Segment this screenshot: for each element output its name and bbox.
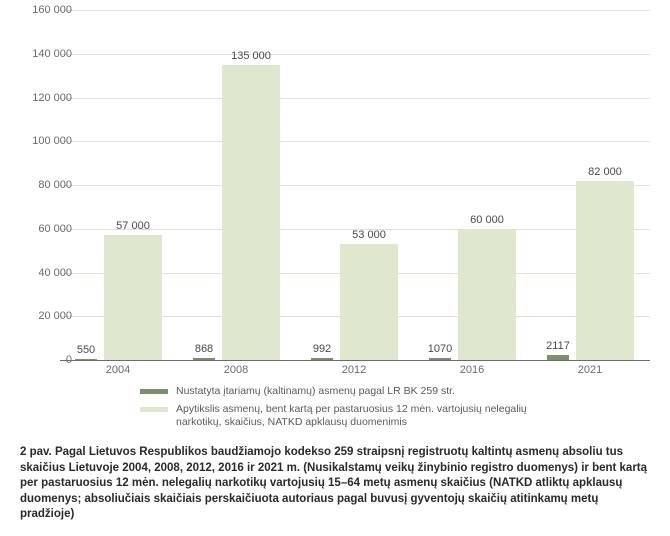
x-tick-label: 2016 bbox=[460, 364, 484, 376]
legend: Nustatyta įtariamų (kaltinamų) asmenų pa… bbox=[140, 385, 570, 434]
figure-caption: 2 pav. Pagal Lietuvos Respublikos baudži… bbox=[20, 445, 650, 523]
bar-series-b bbox=[458, 229, 516, 360]
bar-group: 1070 60 000 bbox=[424, 10, 526, 360]
bar-value-label: 550 bbox=[77, 344, 95, 356]
bar-series-a bbox=[311, 358, 333, 360]
chart-plot-area: 55057 0002004868135 000200899253 0002012… bbox=[60, 10, 650, 360]
bar-group: 992 53 000 bbox=[306, 10, 408, 360]
y-tick-label: 20 000 bbox=[17, 310, 72, 322]
bar-series-b bbox=[222, 65, 280, 360]
bar-series-a bbox=[429, 358, 451, 360]
bar-value-label: 135 000 bbox=[231, 50, 271, 62]
y-tick-label: 40 000 bbox=[17, 267, 72, 279]
bar-series-a bbox=[75, 359, 97, 360]
bar-series-b bbox=[340, 244, 398, 360]
bar-value-label: 53 000 bbox=[352, 229, 386, 241]
legend-swatch-a bbox=[140, 389, 168, 394]
y-tick-label: 100 000 bbox=[17, 135, 72, 147]
x-tick-label: 2021 bbox=[578, 364, 602, 376]
y-tick-label: 0 bbox=[17, 354, 72, 366]
bar-series-a bbox=[547, 355, 569, 360]
x-tick-label: 2008 bbox=[224, 364, 248, 376]
y-tick-label: 120 000 bbox=[17, 92, 72, 104]
bar-group: 2117 82 000 bbox=[542, 10, 644, 360]
y-tick-label: 160 000 bbox=[17, 4, 72, 16]
bar-value-label: 1070 bbox=[428, 343, 452, 355]
y-tick-label: 140 000 bbox=[17, 48, 72, 60]
x-tick-label: 2012 bbox=[342, 364, 366, 376]
bar-value-label: 57 000 bbox=[116, 220, 150, 232]
bar-value-label: 2117 bbox=[546, 340, 570, 352]
legend-label-b: Apytikslis asmenų, bent kartą per pastar… bbox=[176, 403, 570, 429]
legend-swatch-b bbox=[140, 407, 168, 412]
bar-series-b bbox=[576, 181, 634, 360]
bar-group: 868 135 000 bbox=[188, 10, 290, 360]
bar-value-label: 992 bbox=[313, 343, 331, 355]
x-axis-line bbox=[60, 360, 650, 361]
legend-item-a: Nustatyta įtariamų (kaltinamų) asmenų pa… bbox=[140, 385, 570, 398]
bar-series-a bbox=[193, 358, 215, 360]
x-tick-label: 2004 bbox=[106, 364, 130, 376]
bar-group: 550 57 000 bbox=[70, 10, 172, 360]
bar-value-label: 60 000 bbox=[470, 214, 504, 226]
legend-item-b: Apytikslis asmenų, bent kartą per pastar… bbox=[140, 403, 570, 429]
bar-value-label: 868 bbox=[195, 343, 213, 355]
y-tick-label: 60 000 bbox=[17, 223, 72, 235]
y-tick-label: 80 000 bbox=[17, 179, 72, 191]
bar-value-label: 82 000 bbox=[588, 166, 622, 178]
bar-series-b bbox=[104, 235, 162, 360]
legend-label-a: Nustatyta įtariamų (kaltinamų) asmenų pa… bbox=[176, 385, 455, 398]
